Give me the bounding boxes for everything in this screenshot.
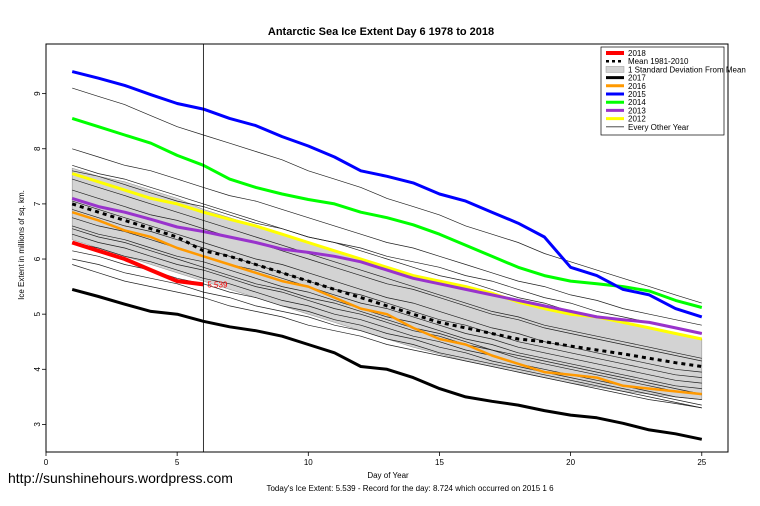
y-tick-label: 6	[33, 256, 42, 261]
other-year-line-14	[72, 170, 702, 334]
y-tick-label: 4	[33, 367, 42, 372]
other-year-line-4	[72, 189, 702, 362]
current-value-label: 5.539	[207, 280, 228, 289]
other-year-line-12	[72, 258, 702, 409]
legend-label-2014: 2014	[628, 98, 646, 107]
other-year-line-10	[72, 242, 702, 400]
other-year-line-13	[72, 264, 702, 409]
legend-label-2015: 2015	[628, 90, 646, 99]
legend-label-1-standard-deviation-from-mean: 1 Standard Deviation From Mean	[628, 65, 746, 74]
legend-label-2016: 2016	[628, 82, 646, 91]
legend-label-mean-1981-2010: Mean 1981-2010	[628, 57, 689, 66]
legend-label-2018: 2018	[628, 49, 646, 58]
x-tick-label: 0	[44, 458, 49, 467]
y-tick-label: 3	[33, 422, 42, 427]
y-tick-label: 5	[33, 311, 42, 316]
legend-swatch-1-standard-deviation-from-mean	[605, 66, 625, 73]
series-line-2015	[71, 70, 703, 319]
y-axis: 3 4 5 6 7 8 9	[33, 91, 46, 427]
legend-label-2017: 2017	[628, 74, 646, 83]
y-axis-label: Ice Extent in millions of sq. km.	[17, 190, 26, 300]
x-tick-label: 10	[304, 458, 313, 467]
other-year-line-5	[72, 200, 702, 373]
other-year-line-9	[72, 233, 702, 395]
x-tick-label: 5	[175, 458, 180, 467]
x-axis-label: Day of Year	[367, 471, 409, 480]
footer-note: Today's Ice Extent: 5.539 - Record for t…	[266, 484, 554, 493]
series-line-2016	[71, 211, 702, 396]
other-year-line-3	[72, 178, 702, 359]
legend-box	[600, 46, 725, 136]
series-line-2013	[71, 196, 703, 335]
x-tick-label: 25	[697, 458, 706, 467]
other-year-line-11	[72, 250, 702, 406]
other-year-line-1	[72, 148, 702, 326]
series-line-2018	[71, 240, 204, 287]
series-line-2017	[71, 287, 703, 441]
other-year-line-15	[72, 228, 702, 395]
series-line-mean-1981-2010	[71, 202, 703, 368]
series-line-2014	[71, 116, 703, 309]
other-year-line-6	[72, 209, 702, 378]
y-tick-label: 8	[33, 146, 42, 151]
x-tick-label: 20	[566, 458, 575, 467]
source-watermark: http://sunshinehours.wordpress.com	[8, 470, 233, 486]
chart-title: Antarctic Sea Ice Extent Day 6 1978 to 2…	[268, 26, 494, 38]
x-tick-label: 15	[435, 458, 444, 467]
legend-label-2012: 2012	[628, 115, 646, 124]
other-year-line-8	[72, 225, 702, 389]
other-year-line-0	[72, 87, 702, 304]
y-tick-label: 7	[33, 201, 42, 206]
x-axis: 0 5 10 15 20 25	[44, 452, 707, 467]
legend-label-every-other-year: Every Other Year	[628, 123, 689, 132]
legend-label-2013: 2013	[628, 106, 646, 115]
y-tick-label: 9	[33, 91, 42, 96]
